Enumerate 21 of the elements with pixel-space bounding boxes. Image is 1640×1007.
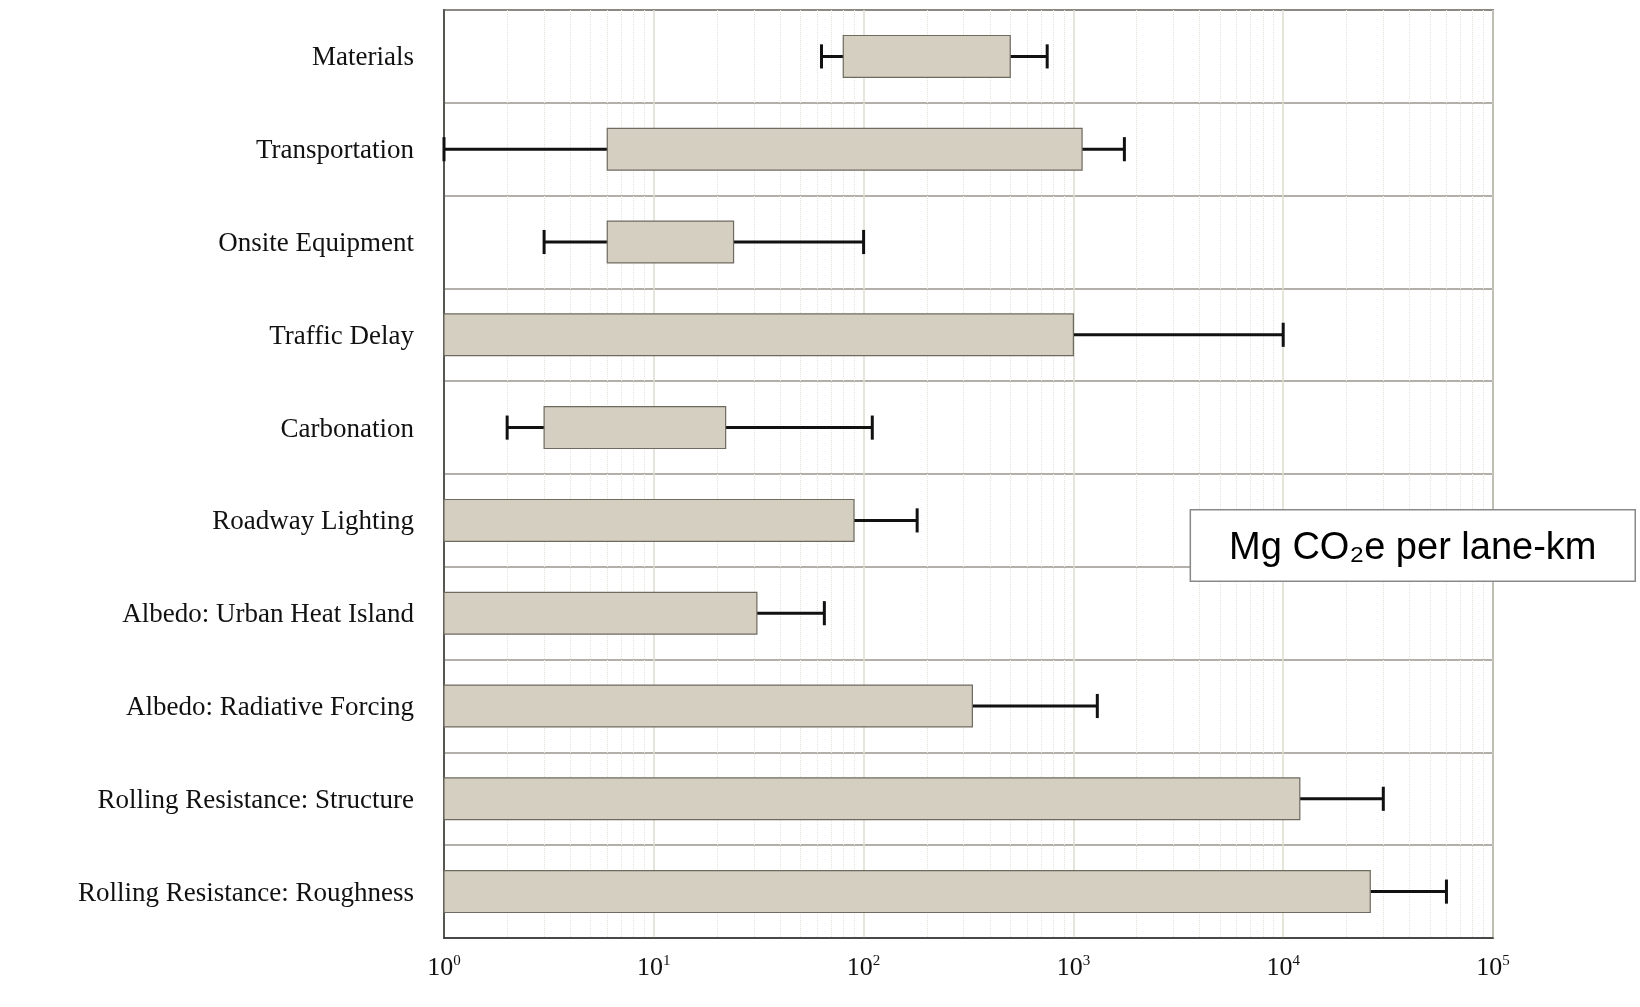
bar xyxy=(443,313,1074,357)
bar xyxy=(842,34,1011,78)
bar xyxy=(443,777,1301,821)
bar xyxy=(443,684,973,728)
y-tick-label: Rolling Resistance: Structure xyxy=(97,783,415,814)
y-tick-label: Albedo: Urban Heat Island xyxy=(122,598,415,629)
bar xyxy=(606,127,1083,171)
y-tick-label: Traffic Delay xyxy=(269,319,415,350)
bar xyxy=(443,498,855,542)
bar xyxy=(443,870,1371,914)
y-tick-label: Carbonation xyxy=(280,412,415,443)
y-tick-label: Materials xyxy=(312,41,414,72)
y-tick-label: Albedo: Radiative Forcing xyxy=(126,691,414,721)
bar xyxy=(606,220,735,264)
bar xyxy=(443,591,758,635)
y-tick-label: Onsite Equipment xyxy=(218,227,415,257)
y-tick-label: Transportation xyxy=(255,134,415,165)
y-tick-label: Rolling Resistance: Roughness xyxy=(78,876,414,907)
x-axis-title: Mg CO₂e per lane-km xyxy=(1229,524,1597,567)
y-tick-label: Roadway Lighting xyxy=(212,505,414,536)
bar xyxy=(543,406,727,450)
